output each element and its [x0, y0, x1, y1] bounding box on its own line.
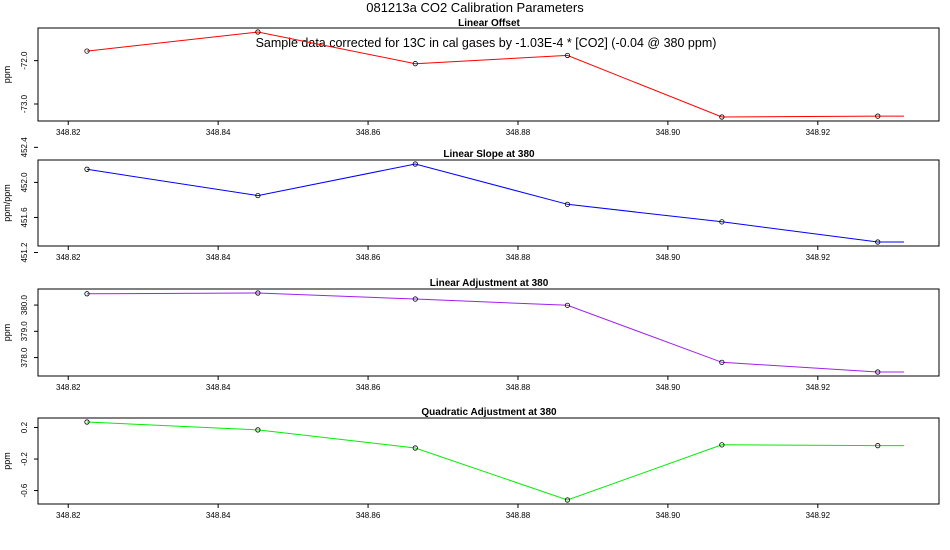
data-point	[412, 296, 418, 302]
data-point	[412, 61, 418, 67]
y-tick-label: -72.0	[20, 51, 29, 70]
y-tick-label: 0.2	[20, 421, 29, 433]
x-tick-label: 348.92	[806, 383, 831, 392]
data-point	[412, 445, 418, 451]
data-point	[84, 166, 90, 172]
series-line	[86, 421, 904, 501]
x-tick-label: 348.84	[206, 511, 231, 520]
x-tick-label: 348.82	[56, 511, 81, 520]
panel-3: Linear Adjustment at 380 ppm 348.82 348.84 3…	[2, 278, 940, 392]
y-axis-label: ppm	[2, 66, 12, 84]
x-tick-label: 348.88	[506, 383, 531, 392]
x-tick-label: 348.86	[356, 383, 381, 392]
y-tick-label: -0.6	[20, 483, 29, 497]
data-point	[255, 192, 261, 199]
series-line	[86, 163, 904, 243]
data-point	[564, 201, 571, 207]
x-tick-label: 348.82	[56, 128, 81, 137]
data-point	[875, 113, 881, 119]
y-tick-label: 379.0	[20, 321, 29, 342]
data-point	[84, 48, 90, 54]
plot-frame	[37, 288, 940, 377]
data-point	[84, 419, 90, 425]
series-line	[86, 292, 904, 373]
figure-title: 081213a CO2 Calibration Parameters	[366, 0, 584, 15]
data-point	[875, 443, 881, 449]
y-axis-label: ppm	[2, 452, 12, 470]
data-point	[564, 497, 571, 503]
y-axis-label: ppm	[2, 324, 12, 342]
data-point	[564, 52, 571, 59]
x-tick-label: 348.88	[506, 511, 531, 520]
data-point	[719, 219, 725, 225]
panel-title: Linear Offset	[458, 18, 520, 29]
plot-frame	[37, 417, 940, 505]
data-point	[719, 442, 725, 448]
panel-title: Quadratic Adjustment at 380	[421, 407, 557, 418]
x-tick-label: 348.84	[206, 383, 231, 392]
x-tick-label: 348.92	[806, 128, 831, 137]
panel-title: Linear Slope at 380	[443, 149, 535, 160]
y-tick-label: 380.0	[20, 295, 29, 316]
panel-title: Linear Adjustment at 380	[430, 278, 549, 289]
x-tick-label: 348.84	[206, 128, 231, 137]
y-tick-label: 452.4	[20, 137, 29, 158]
panel-1: Linear Offset ppm 348.82 348.84 348.86 348.88…	[2, 18, 940, 137]
panel-2: Linear Slope at 380 ppm/ppm 348.82 348.84 34…	[2, 137, 940, 263]
data-point	[84, 291, 90, 297]
x-tick-label: 348.92	[806, 511, 831, 520]
data-point	[719, 114, 725, 120]
y-tick-label: -73.0	[20, 94, 29, 113]
data-point	[719, 359, 725, 365]
series-line	[86, 31, 904, 118]
data-point	[875, 369, 881, 375]
y-tick-label: 452.0	[20, 172, 29, 193]
y-tick-label: 451.2	[20, 242, 29, 263]
y-tick-label: 378.0	[20, 347, 29, 368]
data-point	[875, 239, 881, 245]
plot-frame	[37, 27, 940, 122]
data-point	[412, 161, 418, 167]
x-tick-label: 348.90	[656, 128, 681, 137]
x-tick-label: 348.90	[656, 253, 681, 262]
panels: Linear Offset ppm 348.82 348.84 348.86 348.88…	[2, 18, 940, 520]
x-tick-label: 348.92	[806, 253, 831, 262]
correction-note: Sample data corrected for 13C in cal gas…	[256, 36, 717, 50]
x-tick-label: 348.86	[356, 511, 381, 520]
x-tick-label: 348.82	[56, 383, 81, 392]
panel-4: Quadratic Adjustment at 380 ppm 348.82 348.…	[2, 407, 940, 520]
x-tick-label: 348.84	[206, 253, 231, 262]
data-point	[255, 29, 261, 35]
y-tick-label: -0.2	[20, 452, 29, 466]
data-point	[255, 290, 261, 296]
x-tick-label: 348.90	[656, 383, 681, 392]
x-tick-label: 348.86	[356, 128, 381, 137]
x-tick-label: 348.88	[506, 128, 531, 137]
x-tick-label: 348.90	[656, 511, 681, 520]
x-tick-label: 348.82	[56, 253, 81, 262]
plot-frame	[37, 159, 940, 247]
y-axis-label: ppm/ppm	[2, 184, 12, 222]
x-tick-label: 348.88	[506, 253, 531, 262]
data-point	[255, 427, 261, 433]
data-point	[564, 302, 571, 308]
y-tick-label: 451.6	[20, 207, 29, 228]
x-tick-label: 348.86	[356, 253, 381, 262]
